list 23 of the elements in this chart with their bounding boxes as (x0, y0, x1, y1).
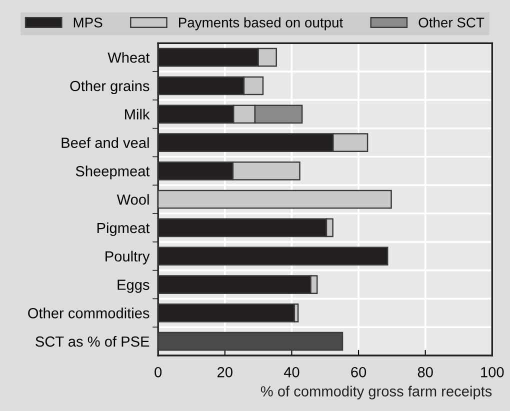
y-tick-label: Pigmeat (97, 222, 150, 236)
y-tick-label: Wheat (108, 52, 150, 63)
x-tick-label: 20 (218, 367, 232, 378)
legend-label: Other SCT (418, 17, 484, 28)
legend-label: MPS (74, 18, 102, 28)
bar (158, 332, 344, 351)
x-tick-label: 80 (418, 367, 433, 378)
y-tick-label: Poultry (106, 250, 150, 264)
bar (158, 190, 392, 209)
y-tick-label: Eggs (118, 280, 150, 293)
legend-label: Payments based on output (179, 17, 343, 30)
y-tick-label: Other commodities (28, 308, 150, 318)
y-tick-label: SCT as % of PSE (36, 336, 150, 347)
x-tick-label: 0 (154, 367, 162, 378)
y-tick-label: Wool (116, 194, 149, 205)
y-tick-label: Milk (125, 108, 150, 120)
x-axis-title: % of commodity gross farm receipts (260, 386, 492, 400)
x-tick-label: 60 (351, 367, 366, 378)
x-tick-label: 40 (284, 367, 300, 378)
y-tick-label: Sheepmeat (76, 166, 150, 180)
y-tick-label: Beef and veal (62, 137, 149, 148)
y-tick-label: Other grains (70, 80, 150, 94)
x-tick-label: 100 (481, 367, 504, 378)
